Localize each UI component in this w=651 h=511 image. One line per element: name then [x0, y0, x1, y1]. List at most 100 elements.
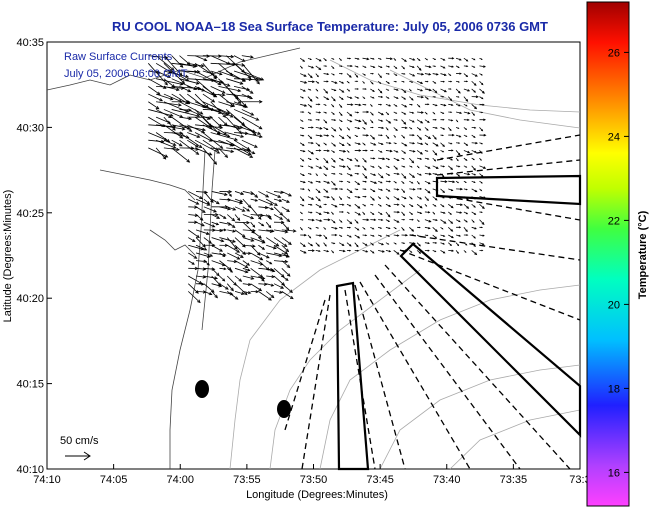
- current-vector: [323, 134, 330, 137]
- current-vector: [299, 65, 303, 69]
- current-vector: [378, 126, 385, 130]
- current-vector: [339, 165, 346, 168]
- current-vector: [471, 141, 479, 145]
- current-vector: [307, 104, 313, 108]
- current-vector: [448, 119, 454, 122]
- current-vector: [266, 260, 273, 265]
- current-vector: [432, 234, 438, 239]
- current-vector: [440, 173, 445, 178]
- current-vector: [455, 234, 462, 237]
- current-vector: [424, 226, 431, 230]
- current-vector: [219, 275, 226, 282]
- current-vector: [226, 191, 232, 197]
- current-vector: [265, 221, 272, 229]
- current-vector: [331, 119, 337, 122]
- current-vector: [307, 111, 312, 115]
- current-vector: [299, 119, 304, 122]
- current-vector: [479, 96, 484, 100]
- current-vector: [315, 57, 322, 62]
- current-vector: [424, 242, 430, 245]
- current-vector: [463, 150, 471, 154]
- current-vector: [273, 237, 288, 247]
- current-vector: [339, 65, 343, 67]
- current-vector: [299, 157, 305, 162]
- current-vector: [338, 80, 345, 84]
- current-vector: [234, 206, 246, 212]
- current-vector: [307, 173, 312, 175]
- current-vector: [300, 80, 308, 84]
- current-vector: [323, 65, 328, 67]
- current-vector: [250, 198, 259, 202]
- current-vector: [299, 227, 303, 231]
- current-vector: [226, 70, 246, 82]
- current-vector: [455, 65, 460, 69]
- current-vector: [354, 103, 362, 107]
- current-vector: [416, 180, 420, 185]
- current-vector: [241, 109, 255, 116]
- current-vector: [331, 157, 336, 163]
- current-vector: [463, 234, 469, 236]
- current-vector: [241, 116, 263, 130]
- current-vector: [393, 165, 398, 170]
- current-vector: [455, 165, 461, 168]
- current-vector: [242, 198, 252, 209]
- current-vector: [323, 57, 327, 62]
- current-vector: [194, 139, 221, 154]
- current-vector: [203, 291, 213, 296]
- current-vector: [346, 157, 353, 161]
- current-vector: [416, 119, 424, 124]
- current-vector: [456, 203, 464, 207]
- current-vector: [479, 196, 487, 199]
- current-vector: [479, 80, 484, 86]
- current-vector: [171, 147, 191, 163]
- current-vector: [409, 73, 416, 77]
- current-vector: [171, 116, 193, 132]
- current-vector: [409, 157, 415, 164]
- current-vector: [323, 249, 330, 253]
- current-vector: [210, 147, 235, 153]
- current-vector: [471, 80, 477, 86]
- current-vector: [385, 80, 390, 84]
- current-vector: [378, 95, 384, 98]
- current-vector: [163, 139, 177, 146]
- current-vector: [331, 211, 334, 215]
- current-vector: [370, 142, 377, 146]
- current-vector: [315, 234, 323, 237]
- current-vector: [307, 88, 312, 91]
- current-vector: [323, 149, 330, 152]
- current-vector: [385, 142, 392, 145]
- current-vector: [241, 55, 254, 59]
- current-vector: [346, 203, 352, 207]
- current-vector: [338, 219, 343, 223]
- current-vector: [258, 191, 270, 198]
- current-vector: [315, 211, 322, 215]
- current-vector: [300, 203, 305, 207]
- current-vector: [377, 111, 384, 116]
- current-vector: [393, 188, 400, 191]
- x-tick-label: 73:45: [366, 474, 394, 486]
- colorbar-tick-label: 22: [608, 215, 620, 227]
- current-vector: [385, 211, 391, 218]
- current-vector: [432, 180, 439, 183]
- current-vector: [179, 78, 200, 85]
- current-vector: [417, 157, 423, 160]
- current-vector: [416, 57, 421, 62]
- current-vector: [195, 252, 211, 258]
- current-vector: [479, 165, 487, 169]
- current-vector: [440, 118, 445, 121]
- current-vector: [416, 88, 424, 92]
- current-vector: [401, 142, 408, 147]
- current-vector: [323, 242, 327, 247]
- current-vector: [323, 234, 328, 240]
- current-vector: [225, 86, 242, 104]
- current-vector: [370, 80, 374, 85]
- chart-title: RU COOL NOAA–18 Sea Surface Temperature:…: [112, 19, 548, 34]
- current-vector: [463, 134, 468, 137]
- current-vector: [273, 283, 285, 289]
- current-vector: [424, 111, 428, 115]
- current-vector: [463, 111, 471, 115]
- current-vector: [203, 260, 210, 266]
- current-vector: [281, 198, 290, 203]
- current-vector: [377, 234, 383, 237]
- current-vector: [479, 219, 485, 225]
